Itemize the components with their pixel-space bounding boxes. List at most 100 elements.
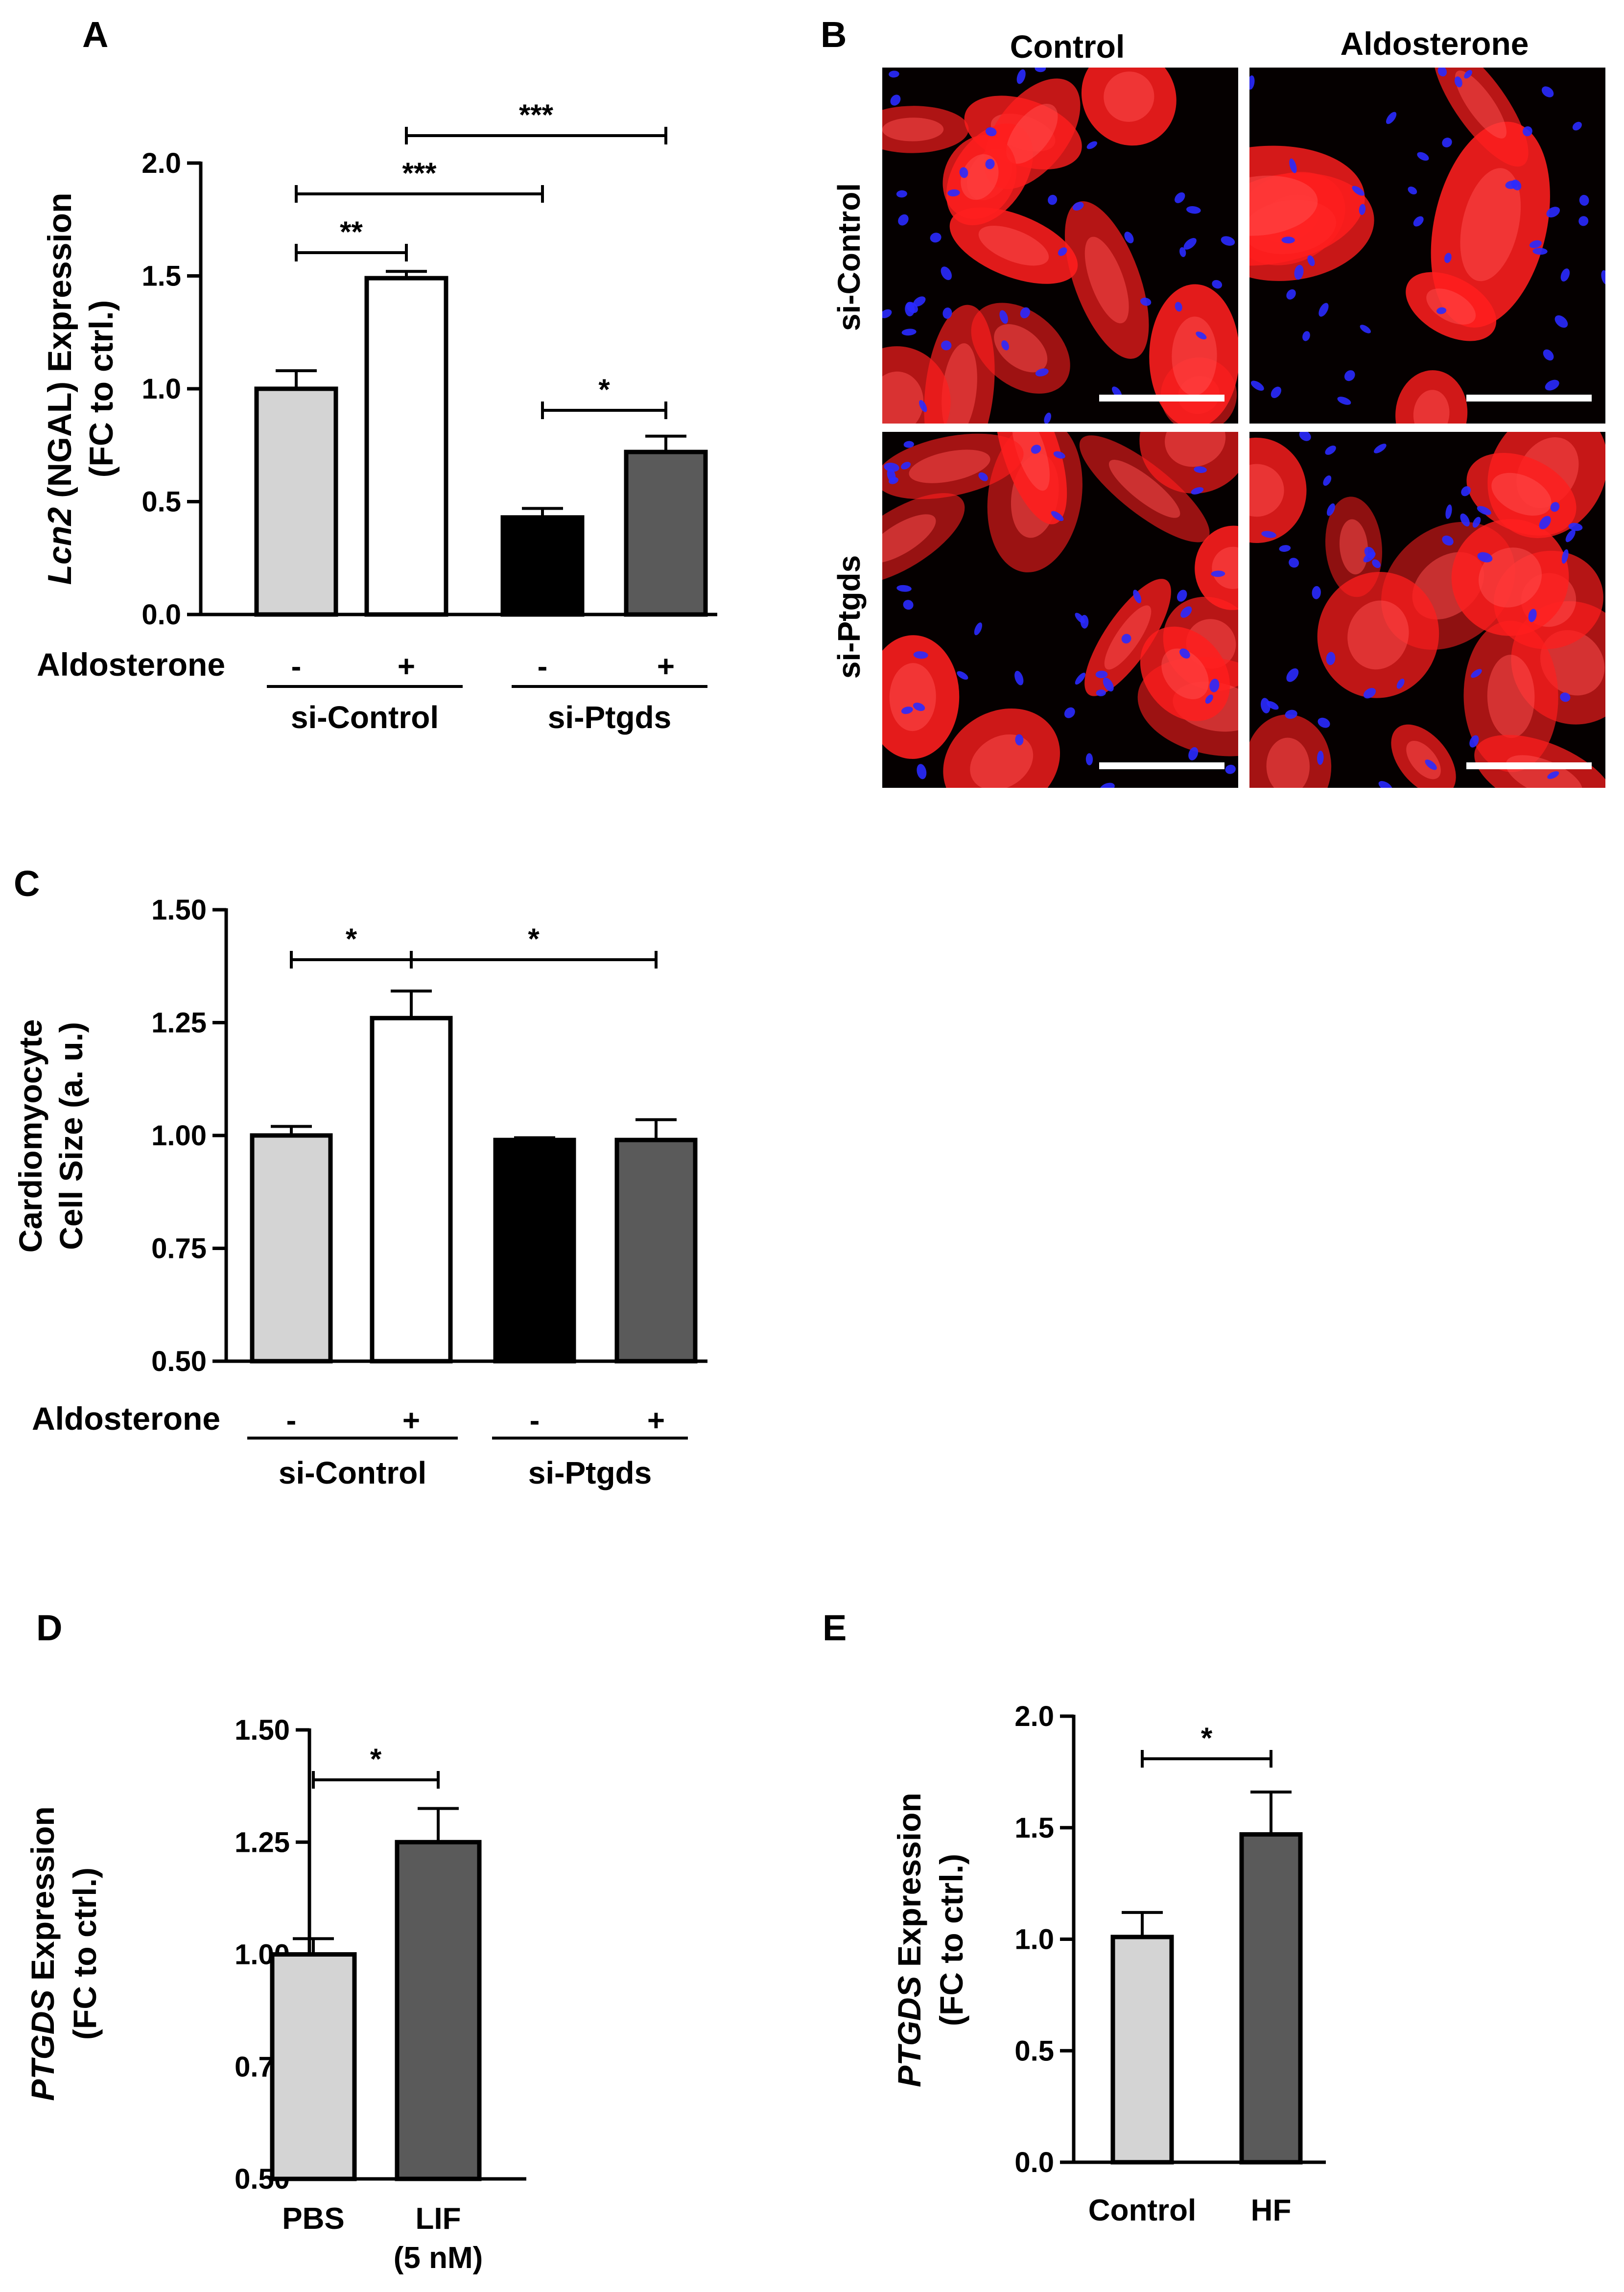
micro-cell-core bbox=[1339, 519, 1368, 575]
micro-image-siptgds-aldosterone bbox=[1249, 432, 1605, 788]
bar bbox=[500, 515, 585, 617]
micro-col-label-aldosterone: Aldosterone bbox=[1340, 25, 1529, 62]
category-label: LIF bbox=[416, 2202, 461, 2236]
micro-nucleus bbox=[1579, 194, 1589, 206]
micro-svg bbox=[1249, 432, 1605, 788]
micro-nucleus bbox=[1096, 689, 1106, 696]
row-label: Aldosterone bbox=[37, 646, 225, 683]
panel-letter-e: E bbox=[823, 1607, 847, 1648]
micro-nucleus bbox=[1225, 764, 1236, 774]
micro-nucleus bbox=[1177, 590, 1187, 602]
micro-image-sicontrol-control bbox=[882, 68, 1238, 424]
micro-row-label-siptgds: si-Ptgds bbox=[831, 555, 867, 679]
micro-nucleus bbox=[978, 472, 988, 481]
micro-nucleus bbox=[889, 71, 899, 78]
micro-nucleus bbox=[1477, 506, 1491, 515]
scale-bar bbox=[1099, 762, 1224, 769]
micro-nucleus bbox=[1386, 112, 1397, 124]
y-tick-label: 0.0 bbox=[141, 599, 181, 631]
y-tick-label: 1.50 bbox=[235, 1714, 290, 1746]
micro-cell-core bbox=[1108, 460, 1180, 518]
micro-nucleus bbox=[1568, 522, 1583, 531]
micro-nucleus bbox=[1560, 268, 1570, 282]
micro-nucleus bbox=[906, 302, 918, 313]
micro-cell-core bbox=[1012, 432, 1050, 491]
micro-nucleus bbox=[1035, 368, 1049, 377]
category-label: + bbox=[657, 650, 675, 684]
micro-nucleus bbox=[1299, 432, 1311, 441]
micro-nucleus bbox=[884, 462, 899, 472]
micro-nucleus bbox=[882, 309, 892, 318]
micro-nucleus bbox=[1532, 248, 1548, 255]
micro-nucleus bbox=[1016, 69, 1026, 84]
micro-nucleus bbox=[1191, 487, 1204, 495]
micro-nucleus bbox=[1317, 751, 1324, 765]
significance-label: * bbox=[346, 922, 357, 955]
micro-nucleus bbox=[985, 159, 995, 169]
micro-cell-core bbox=[1212, 546, 1238, 589]
category-label: + bbox=[402, 1404, 420, 1438]
micro-nucleus bbox=[901, 707, 913, 714]
y-tick-label: 1.5 bbox=[1014, 1812, 1054, 1844]
scale-bar bbox=[1466, 395, 1592, 402]
y-tick-label: 1.5 bbox=[141, 260, 181, 292]
significance-label: *** bbox=[402, 157, 437, 189]
micro-image-siptgds-control bbox=[882, 432, 1238, 788]
significance-label: * bbox=[370, 1743, 382, 1775]
y-tick-label: 2.0 bbox=[141, 147, 181, 179]
micro-nucleus bbox=[1121, 634, 1131, 644]
scale-bar bbox=[1466, 762, 1592, 769]
micro-cell-core bbox=[882, 514, 936, 563]
micro-nucleus bbox=[1286, 289, 1296, 300]
micro-nucleus bbox=[1183, 238, 1197, 250]
micro-nucleus bbox=[1250, 380, 1264, 391]
micro-nucleus bbox=[896, 585, 912, 592]
micro-nucleus bbox=[917, 764, 927, 780]
micro-nucleus bbox=[1020, 307, 1030, 319]
y-tick-label: 0.5 bbox=[1014, 2035, 1054, 2067]
y-axis-label: Lcn2 (NGAL) Expression bbox=[41, 192, 78, 585]
micro-nucleus bbox=[1196, 331, 1207, 340]
micro-nucleus bbox=[1408, 187, 1417, 195]
micro-nucleus bbox=[889, 477, 898, 484]
micro-nucleus bbox=[1031, 445, 1041, 454]
micro-nucleus bbox=[1001, 340, 1009, 351]
micro-nucleus bbox=[1360, 325, 1371, 333]
y-tick-label: 2.0 bbox=[1014, 1701, 1054, 1732]
micro-cell-core bbox=[1413, 390, 1450, 424]
bar bbox=[1239, 1832, 1303, 2165]
micro-cell-core bbox=[970, 734, 1034, 788]
micro-nucleus bbox=[1175, 302, 1182, 312]
y-axis-label-line2: (FC to ctrl.) bbox=[67, 1867, 103, 2040]
bar bbox=[270, 1952, 357, 2181]
micro-nucleus bbox=[1363, 551, 1376, 563]
micro-cell-core bbox=[1426, 288, 1476, 325]
y-tick-label: 1.0 bbox=[141, 373, 181, 405]
y-axis-label: PTGDS Expression bbox=[891, 1793, 927, 2087]
micro-nucleus bbox=[1363, 688, 1376, 699]
micro-nucleus bbox=[1289, 558, 1299, 568]
micro-nucleus bbox=[1211, 570, 1225, 577]
micro-nucleus bbox=[1140, 297, 1152, 306]
micro-nucleus bbox=[1048, 194, 1058, 205]
micro-cell-core bbox=[889, 663, 936, 732]
micro-nucleus bbox=[1461, 486, 1471, 496]
micro-nucleus bbox=[1294, 264, 1304, 280]
micro-image-sicontrol-aldosterone bbox=[1249, 68, 1605, 424]
micro-nucleus bbox=[959, 167, 968, 178]
micro-nucleus bbox=[1561, 549, 1569, 564]
micro-nucleus bbox=[1413, 216, 1424, 227]
micro-nucleus bbox=[1477, 552, 1493, 563]
micro-cell-core bbox=[1165, 432, 1226, 467]
micro-nucleus bbox=[941, 340, 952, 351]
micro-nucleus bbox=[1601, 270, 1605, 285]
micro-nucleus bbox=[1547, 771, 1559, 779]
micro-nucleus bbox=[1445, 504, 1452, 519]
micro-nucleus bbox=[1058, 247, 1067, 256]
micro-nucleus bbox=[941, 266, 952, 281]
micro-nucleus bbox=[1546, 207, 1560, 218]
micro-cell-core bbox=[1487, 655, 1535, 738]
micro-nucleus bbox=[1103, 677, 1114, 692]
micro-nucleus bbox=[1454, 76, 1462, 88]
